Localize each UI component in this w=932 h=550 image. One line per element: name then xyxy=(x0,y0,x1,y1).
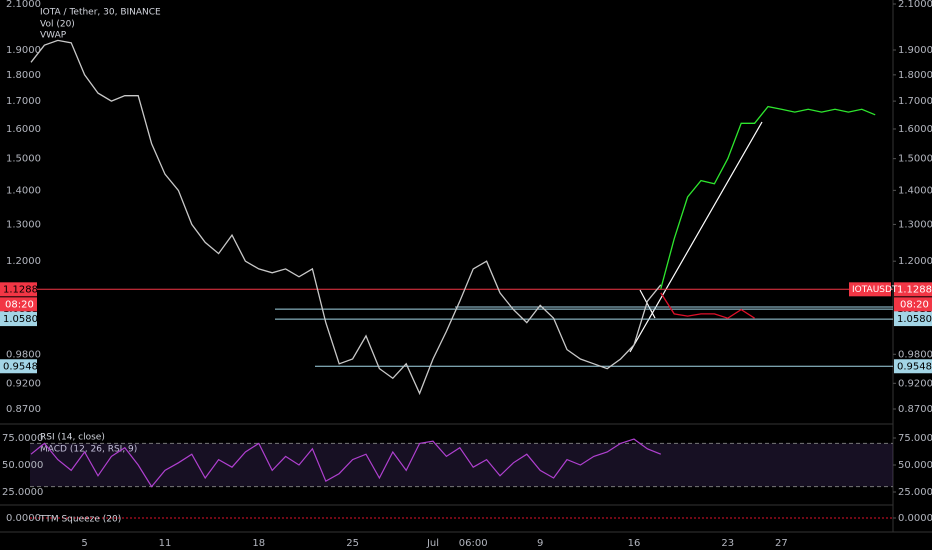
y-tick-label: 1.6000 xyxy=(6,124,41,135)
y-tick-label: 1.5000 xyxy=(6,154,41,165)
x-tick-label: Jul xyxy=(426,538,439,549)
y-tick-label: 75.0000 xyxy=(898,433,932,444)
x-tick-label: 5 xyxy=(81,538,87,549)
level-label: 1.1288 xyxy=(3,284,38,295)
x-tick-label: 25 xyxy=(346,538,359,549)
y-tick-label: 1.8000 xyxy=(6,70,41,81)
level-badge xyxy=(0,359,37,374)
y-tick-label: 0.9800 xyxy=(6,349,41,360)
level-badge xyxy=(894,282,932,297)
level-badge xyxy=(0,282,37,297)
level-label: 0.9548 xyxy=(3,361,38,372)
y-tick-label: 1.4000 xyxy=(898,185,932,196)
x-tick-label: 18 xyxy=(252,538,265,549)
y-tick-label: 25.0000 xyxy=(898,487,932,498)
y-tick-label: 0.0000 xyxy=(898,513,932,524)
rsi-line xyxy=(30,438,662,488)
countdown-label: 08:20 xyxy=(900,299,929,310)
y-tick-label: 1.3000 xyxy=(6,219,41,230)
level-label: 1.0580 xyxy=(3,314,38,325)
y-tick-label: 50.0000 xyxy=(2,460,43,471)
y-tick-label: 1.9000 xyxy=(898,45,932,56)
countdown-badge xyxy=(0,297,37,312)
y-tick-label: 2.1000 xyxy=(898,0,932,10)
price-tag xyxy=(849,282,891,297)
indicator-label: MACD (12, 26, RSI, 9) xyxy=(40,445,137,455)
price-line xyxy=(660,105,876,289)
y-tick-label: 0.8700 xyxy=(6,404,41,415)
indicator-label: RSI (14, close) xyxy=(40,433,105,443)
price-line xyxy=(30,39,662,396)
y-tick-label: 1.5000 xyxy=(898,154,932,165)
y-tick-label: 0.0000 xyxy=(6,513,41,524)
x-tick-label: 9 xyxy=(537,538,543,549)
y-tick-label: 1.4000 xyxy=(6,185,41,196)
trend-line xyxy=(639,289,656,319)
price-tag-label: IOTAUSDT xyxy=(852,285,898,295)
y-tick-label: 0.8700 xyxy=(898,404,932,415)
y-tick-label: 0.9800 xyxy=(898,349,932,360)
y-tick-label: 1.2000 xyxy=(6,256,41,267)
countdown-badge xyxy=(894,297,932,312)
level-label: 1.1288 xyxy=(897,284,932,295)
x-tick-label: 23 xyxy=(721,538,734,549)
price-line xyxy=(660,292,755,319)
level-label: 1.0580 xyxy=(897,314,932,325)
level-badge xyxy=(894,312,932,327)
indicator-label: VWAP xyxy=(40,31,67,41)
y-tick-label: 1.7000 xyxy=(898,96,932,107)
y-tick-label: 1.2000 xyxy=(898,256,932,267)
x-tick-label: 16 xyxy=(628,538,641,549)
y-tick-label: 1.8000 xyxy=(898,70,932,81)
y-tick-label: 75.0000 xyxy=(2,433,43,444)
indicator-label: TTM Squeeze (20) xyxy=(39,515,121,525)
y-tick-label: 1.6000 xyxy=(898,124,932,135)
y-tick-label: 50.0000 xyxy=(898,460,932,471)
countdown-label: 08:20 xyxy=(5,299,34,310)
level-badge xyxy=(0,312,37,327)
x-tick-label: 27 xyxy=(775,538,788,549)
y-tick-label: 0.9200 xyxy=(6,378,41,389)
chart-title: IOTA / Tether, 30, BINANCE xyxy=(40,8,161,18)
level-badge xyxy=(894,359,932,374)
level-label: 0.9548 xyxy=(897,361,932,372)
y-tick-label: 0.9200 xyxy=(898,378,932,389)
y-tick-label: 2.1000 xyxy=(6,0,41,10)
y-tick-label: 1.9000 xyxy=(6,45,41,56)
y-tick-label: 1.3000 xyxy=(898,219,932,230)
indicator-label: Vol (20) xyxy=(40,20,75,30)
y-tick-label: 25.0000 xyxy=(2,487,43,498)
x-tick-label: 11 xyxy=(159,538,172,549)
y-tick-label: 1.7000 xyxy=(6,96,41,107)
x-tick-label: 06:00 xyxy=(459,538,488,549)
